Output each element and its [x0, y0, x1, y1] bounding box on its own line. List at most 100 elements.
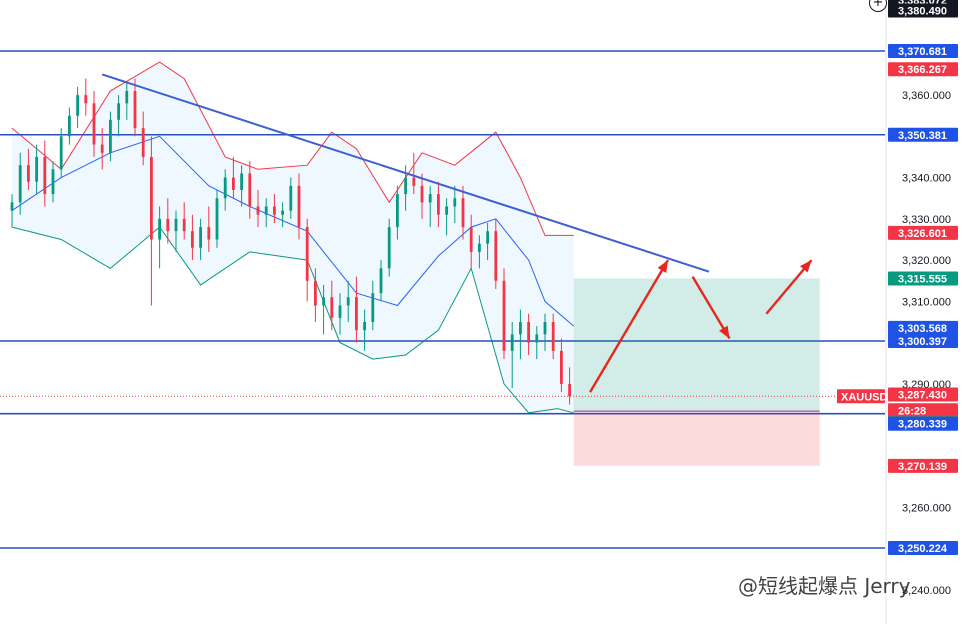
price-tick-label: 3,310.000	[902, 296, 951, 308]
trendline	[101, 73, 710, 273]
candle-body	[248, 173, 252, 207]
candle-body	[396, 194, 399, 228]
candle-body	[305, 227, 309, 281]
price-badge-label: 3,383.072	[898, 0, 947, 7]
candle-body	[387, 227, 391, 269]
countdown-label: 26:28	[898, 405, 926, 417]
price-badge-label: 3,250.224	[898, 543, 948, 555]
candle-body	[92, 103, 96, 145]
candle-body	[158, 218, 161, 240]
price-badge	[888, 416, 958, 431]
price-badge-label: 3,380.490	[898, 6, 947, 18]
candle-body	[551, 321, 555, 351]
candle-body	[502, 280, 506, 351]
candle-body	[289, 185, 293, 211]
projection-arrow-head	[657, 260, 668, 273]
candle-body	[478, 243, 481, 252]
price-badge	[888, 44, 958, 58]
bollinger-fill	[12, 62, 574, 413]
candle-body	[568, 383, 571, 397]
candle-body	[35, 156, 38, 182]
candle-body	[43, 156, 47, 195]
candle-body	[117, 103, 120, 120]
candle-body	[322, 297, 325, 306]
candle-body	[527, 321, 530, 343]
candle-body	[445, 206, 448, 215]
price-tick-label: 3,360.000	[902, 90, 951, 102]
price-tick-label: 3,330.000	[902, 214, 951, 226]
candle-body	[109, 119, 112, 153]
bollinger-upper-line	[11, 61, 574, 236]
candle-body	[125, 90, 129, 104]
price-badge-label: 3,303.568	[898, 323, 947, 335]
candle-body	[133, 90, 137, 129]
watermark-logo: @短线起爆点 Jerry	[738, 574, 911, 598]
candle-body	[150, 156, 153, 240]
candle-body	[141, 128, 145, 157]
trendline-group	[101, 73, 710, 273]
candle-body	[363, 321, 366, 331]
bollinger-lower-line	[11, 226, 574, 414]
price-badge	[888, 127, 958, 142]
price-badge	[888, 458, 958, 473]
symbol-label: XAUUSD	[841, 391, 888, 403]
candle-body	[100, 144, 104, 153]
candle-body	[469, 227, 473, 252]
price-badge-label: 3,370.681	[898, 46, 947, 58]
candle-body	[453, 198, 457, 207]
candle-body	[281, 210, 284, 215]
candle-body	[240, 173, 243, 190]
projection-arrow-shaft	[691, 275, 731, 340]
candle-body	[232, 177, 235, 190]
candle-body	[330, 297, 334, 318]
price-badge-label: 3,270.139	[898, 461, 947, 473]
candle-body	[535, 334, 539, 343]
candle-body	[412, 177, 416, 186]
symbol-tag	[837, 389, 885, 404]
price-badge	[888, 225, 958, 240]
candle-body	[76, 95, 79, 116]
candle-body	[166, 218, 170, 232]
price-badge	[888, 271, 958, 286]
candle-body	[355, 297, 358, 331]
price-badge-label: 3,300.397	[898, 336, 947, 348]
candle-body	[18, 165, 22, 203]
price-badge	[888, 541, 958, 555]
price-tick-label: 3,340.000	[902, 173, 951, 185]
candle-body	[404, 177, 407, 195]
horizontal-levels	[0, 50, 885, 549]
candle-body	[371, 293, 375, 322]
candle-body	[379, 268, 383, 294]
candle-body	[264, 206, 268, 215]
candle-body	[215, 198, 219, 240]
candle-body	[560, 350, 563, 384]
price-tick-label: 3,240.000	[902, 585, 951, 597]
candle-body	[191, 231, 194, 248]
countdown-badge	[888, 403, 958, 417]
candle-body	[59, 136, 63, 170]
price-badge-label: 3,350.381	[898, 130, 947, 142]
candle-body	[199, 227, 202, 248]
candle-body	[437, 194, 440, 215]
take-profit-zone	[573, 278, 820, 412]
candle-body	[273, 206, 276, 215]
price-badge	[888, 387, 958, 402]
candle-body	[461, 198, 465, 228]
price-axis-background	[886, 0, 962, 624]
candle-body	[494, 231, 498, 281]
price-tick-label: 3,260.000	[902, 503, 951, 515]
candle-body	[486, 231, 489, 244]
candle-body	[27, 165, 30, 182]
price-badge-label: 3,366.267	[898, 64, 947, 76]
price-badge-label: 3,326.601	[898, 228, 947, 240]
price-badge	[888, 320, 958, 335]
candle-body	[338, 305, 342, 318]
price-badge	[888, 333, 958, 348]
candle-body	[182, 218, 186, 232]
projection-arrows	[589, 259, 813, 393]
candle-body	[84, 95, 88, 104]
candle-body	[51, 169, 55, 195]
price-axis: 3,360.000 3,340.000 3,330.000 3,320.000 3,31…	[837, 0, 962, 624]
